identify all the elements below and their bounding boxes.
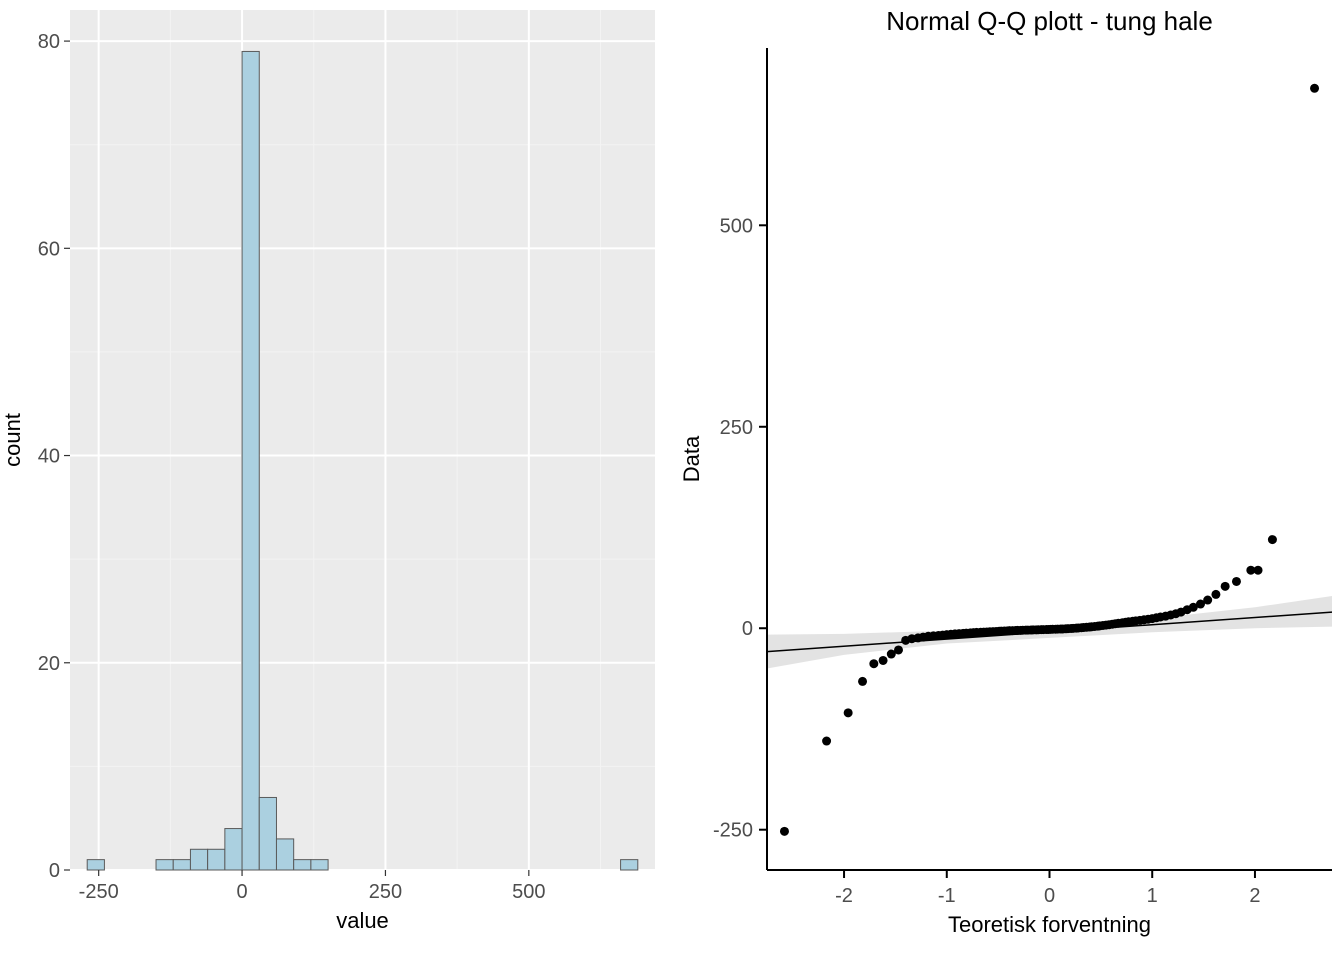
qq-point — [1310, 84, 1319, 93]
histogram-svg: -250 0 250 500 0 20 40 60 80 value count — [0, 0, 672, 960]
plot-background — [767, 48, 1332, 870]
qq-panel: -2 -1 0 1 2 -250 0 250 500 Normal Q-Q plott - tun… — [672, 0, 1344, 960]
histogram-panel: -250 0 250 500 0 20 40 60 80 value count — [0, 0, 672, 960]
qq-point — [780, 827, 789, 836]
qq-point — [844, 708, 853, 717]
plot-title: Normal Q-Q plott - tung hale — [886, 6, 1213, 36]
x-tick-label: 500 — [512, 881, 545, 903]
histogram-bar — [173, 860, 190, 870]
x-tick-label: 0 — [236, 881, 247, 903]
y-tick-label: 80 — [38, 31, 60, 53]
histogram-bar — [276, 839, 293, 870]
qq-point — [858, 677, 867, 686]
x-axis-label: value — [336, 908, 389, 933]
histogram-bar — [190, 849, 207, 870]
qqplot-svg: -2 -1 0 1 2 -250 0 250 500 Normal Q-Q plott - tun… — [672, 0, 1344, 960]
x-tick-label: -1 — [938, 885, 956, 907]
y-tick-label: 40 — [38, 446, 60, 468]
x-tick-label: 0 — [1044, 885, 1055, 907]
x-tick-label: 2 — [1249, 885, 1260, 907]
qq-point — [879, 656, 888, 665]
qq-point — [1232, 577, 1241, 586]
x-tick-label: 250 — [369, 881, 402, 903]
plot-background — [70, 10, 655, 870]
histogram-bar — [225, 829, 242, 870]
y-axis-label: count — [0, 413, 25, 467]
histogram-bar — [621, 860, 638, 870]
y-tick-label: 0 — [742, 618, 753, 640]
x-tick-label: 1 — [1147, 885, 1158, 907]
figure-wrap: -2500250500020406080valuecount -2-1012-2… — [0, 0, 1344, 960]
histogram-bar — [259, 797, 276, 870]
qq-point — [822, 737, 831, 746]
x-axis-label: Teoretisk forventning — [948, 912, 1151, 937]
y-tick-label: 20 — [38, 653, 60, 675]
x-tick-label: -2 — [835, 885, 853, 907]
histogram-bar — [242, 51, 259, 870]
qq-point — [1268, 535, 1277, 544]
histogram-bar — [311, 860, 328, 870]
y-tick-label: 500 — [720, 215, 753, 237]
x-tick-label: -250 — [79, 881, 119, 903]
histogram-bar — [208, 849, 225, 870]
qq-point — [894, 645, 903, 654]
y-tick-label: -250 — [713, 820, 753, 842]
qq-point — [1254, 566, 1263, 575]
histogram-bar — [87, 860, 104, 870]
histogram-bar — [294, 860, 311, 870]
y-axis-label: Data — [679, 435, 704, 482]
qq-point — [1211, 590, 1220, 599]
histogram-bar — [156, 860, 173, 870]
qq-point — [1221, 582, 1230, 591]
y-tick-label: 250 — [720, 417, 753, 439]
y-tick-label: 60 — [38, 238, 60, 260]
qq-point — [1203, 596, 1212, 605]
qq-point — [869, 659, 878, 668]
y-tick-label: 0 — [49, 860, 60, 882]
